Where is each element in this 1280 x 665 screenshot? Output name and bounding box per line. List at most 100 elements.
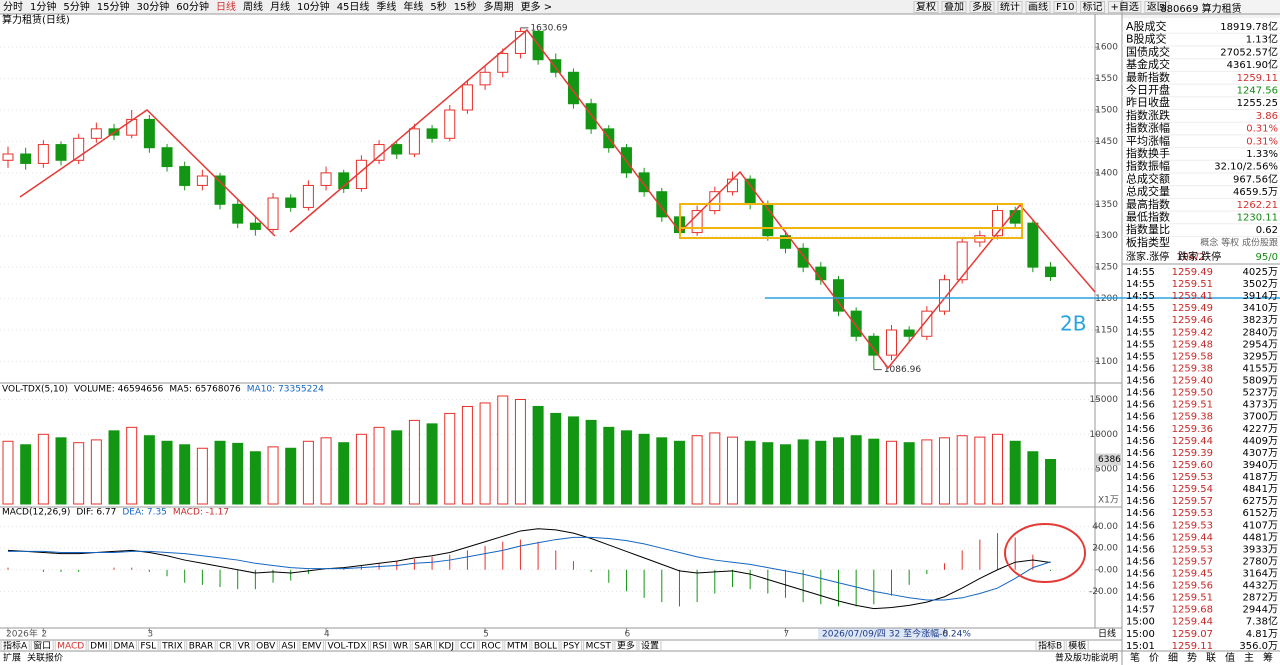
indicator-tab[interactable]: MACD (57, 642, 84, 652)
period-button[interactable]: 更多 > (521, 0, 553, 13)
candle-body (585, 103, 597, 130)
indicator-tab[interactable]: VOL-TDX (327, 642, 366, 652)
trade-time: 14:56 (1126, 556, 1155, 567)
indicator-header: MA5: 65768076 (169, 385, 241, 395)
tool-button[interactable]: 画线 (1028, 0, 1048, 13)
tool-button[interactable]: F10 (1056, 2, 1074, 13)
indicator-tab[interactable]: CCI (460, 642, 475, 652)
period-button[interactable]: 日线 (216, 0, 236, 13)
indicator-tab[interactable]: BRAR (189, 642, 213, 652)
status-text: 2026/07/09/四 32 至今涨幅-0.24% (822, 628, 971, 640)
trade-tab[interactable]: 值 (1225, 651, 1235, 664)
trade-tab[interactable]: 细 (1168, 651, 1178, 664)
period-button[interactable]: 1分钟 (30, 0, 56, 13)
ext-tab[interactable]: 扩展 (3, 652, 21, 664)
indicator-tab[interactable]: 指标B (1038, 640, 1062, 652)
period-button[interactable]: 5分钟 (63, 0, 89, 13)
volume-bar (1027, 451, 1039, 505)
quote-value: 1259.11 (1237, 73, 1278, 84)
tool-button[interactable]: 叠加 (944, 1, 964, 13)
tool-button[interactable]: 复权 (916, 0, 936, 13)
trade-tab[interactable]: 筹 (1263, 651, 1273, 664)
trade-tab[interactable]: 联 (1206, 652, 1216, 664)
period-button[interactable]: 分时 (3, 1, 23, 13)
indicator-tab[interactable]: CR (219, 642, 232, 652)
trade-tab[interactable]: 势 (1187, 651, 1197, 664)
candle-body (73, 137, 85, 161)
quote-label: 昨日收盘 (1126, 95, 1170, 109)
indicator-tab[interactable]: KDJ (438, 642, 454, 652)
indicator-tab-frame (137, 640, 159, 652)
period-button[interactable]: 15秒 (454, 0, 477, 13)
indicator-tab[interactable]: PSY (563, 642, 580, 652)
trade-time: 14:56 (1126, 581, 1155, 592)
indicator-tab[interactable]: OBV (256, 642, 276, 652)
indicator-tab[interactable]: SAR (414, 642, 432, 652)
candle-body (797, 247, 809, 268)
y-tick-label: 1400 (1095, 168, 1118, 178)
period-button[interactable]: 15分钟 (97, 0, 130, 13)
trend-arrow (289, 28, 1096, 370)
indicator-tab[interactable]: 设置 (641, 641, 659, 652)
quote-value: 967.56亿 (1233, 172, 1278, 185)
period-button[interactable]: 周线 (243, 0, 263, 13)
trade-tab[interactable]: 价 (1149, 652, 1159, 664)
period-button[interactable]: 45日线 (337, 0, 370, 13)
period-button[interactable]: 60分钟 (176, 0, 209, 13)
period-button[interactable]: 多周期 (484, 0, 514, 13)
indicator-tab[interactable]: 指标A (3, 640, 28, 652)
indicator-tab[interactable]: FSL (140, 642, 156, 652)
indicator-tab[interactable]: BOLL (534, 642, 557, 652)
volume-bar (638, 433, 650, 505)
trade-volume: 3933万 (1243, 544, 1278, 555)
period-button[interactable]: 30分钟 (136, 0, 169, 13)
indicator-tab[interactable]: TRIX (161, 642, 183, 652)
candle-body (514, 30, 526, 54)
trade-volume: 4841万 (1243, 484, 1278, 495)
candle-body (196, 175, 208, 186)
volume-bar (992, 433, 1004, 505)
period-label[interactable]: 日线 (1098, 628, 1116, 640)
tool-button[interactable]: 多股 (972, 0, 992, 13)
period-button[interactable]: 季线 (376, 0, 396, 13)
indicator-tab-frame (87, 640, 111, 652)
period-button[interactable]: 年线 (403, 0, 423, 13)
tool-button[interactable]: 统计 (1000, 0, 1020, 13)
indicator-tab[interactable]: ASI (281, 642, 296, 652)
volume-bar (408, 419, 420, 505)
candle-body (939, 279, 951, 312)
trade-tab[interactable]: 笔 (1130, 651, 1140, 664)
tool-button[interactable]: 标记 (1082, 1, 1102, 13)
indicator-tab[interactable]: DMA (114, 642, 136, 652)
indicator-tab[interactable]: ROC (481, 642, 501, 652)
trade-price: 1259.40 (1172, 376, 1213, 387)
indicator-tab[interactable]: 窗口 (33, 640, 51, 652)
tool-button[interactable]: 返回 (1147, 1, 1167, 13)
volume-bar (302, 440, 314, 505)
period-button[interactable]: 10分钟 (297, 0, 330, 13)
indicator-tab[interactable]: WR (393, 642, 408, 652)
trade-price: 1259.60 (1172, 460, 1213, 471)
period-button[interactable]: 5秒 (430, 0, 446, 13)
indicator-tab[interactable]: 模板 (1068, 640, 1086, 652)
indicator-tab[interactable]: 更多 (617, 640, 635, 652)
tool-button[interactable]: +自选 (1110, 0, 1138, 13)
quote-label: 今日开盘 (1126, 83, 1170, 97)
indicator-tab[interactable]: RSI (372, 642, 387, 652)
ext-tab[interactable]: 关联报价 (27, 652, 63, 664)
volume-bar (779, 444, 791, 505)
indicator-tab[interactable]: EMV (302, 642, 322, 652)
trade-tab[interactable]: 主 (1244, 652, 1254, 664)
indicator-tab[interactable]: VR (238, 642, 250, 652)
indicator-tab[interactable]: DMI (90, 642, 107, 652)
footer-note[interactable]: 普及版功能说明 (1055, 652, 1118, 664)
quote-value: 1255.25 (1237, 98, 1278, 109)
indicator-tab[interactable]: MCST (586, 642, 612, 652)
status-bg (818, 628, 948, 640)
period-button[interactable]: 月线 (270, 0, 290, 13)
trade-volume: 356.0万 (1239, 641, 1278, 652)
trade-time: 14:55 (1126, 339, 1155, 350)
indicator-tab[interactable]: MTM (507, 642, 528, 652)
indicator-tab-frame (1065, 640, 1089, 652)
trade-volume: 6152万 (1243, 508, 1278, 519)
